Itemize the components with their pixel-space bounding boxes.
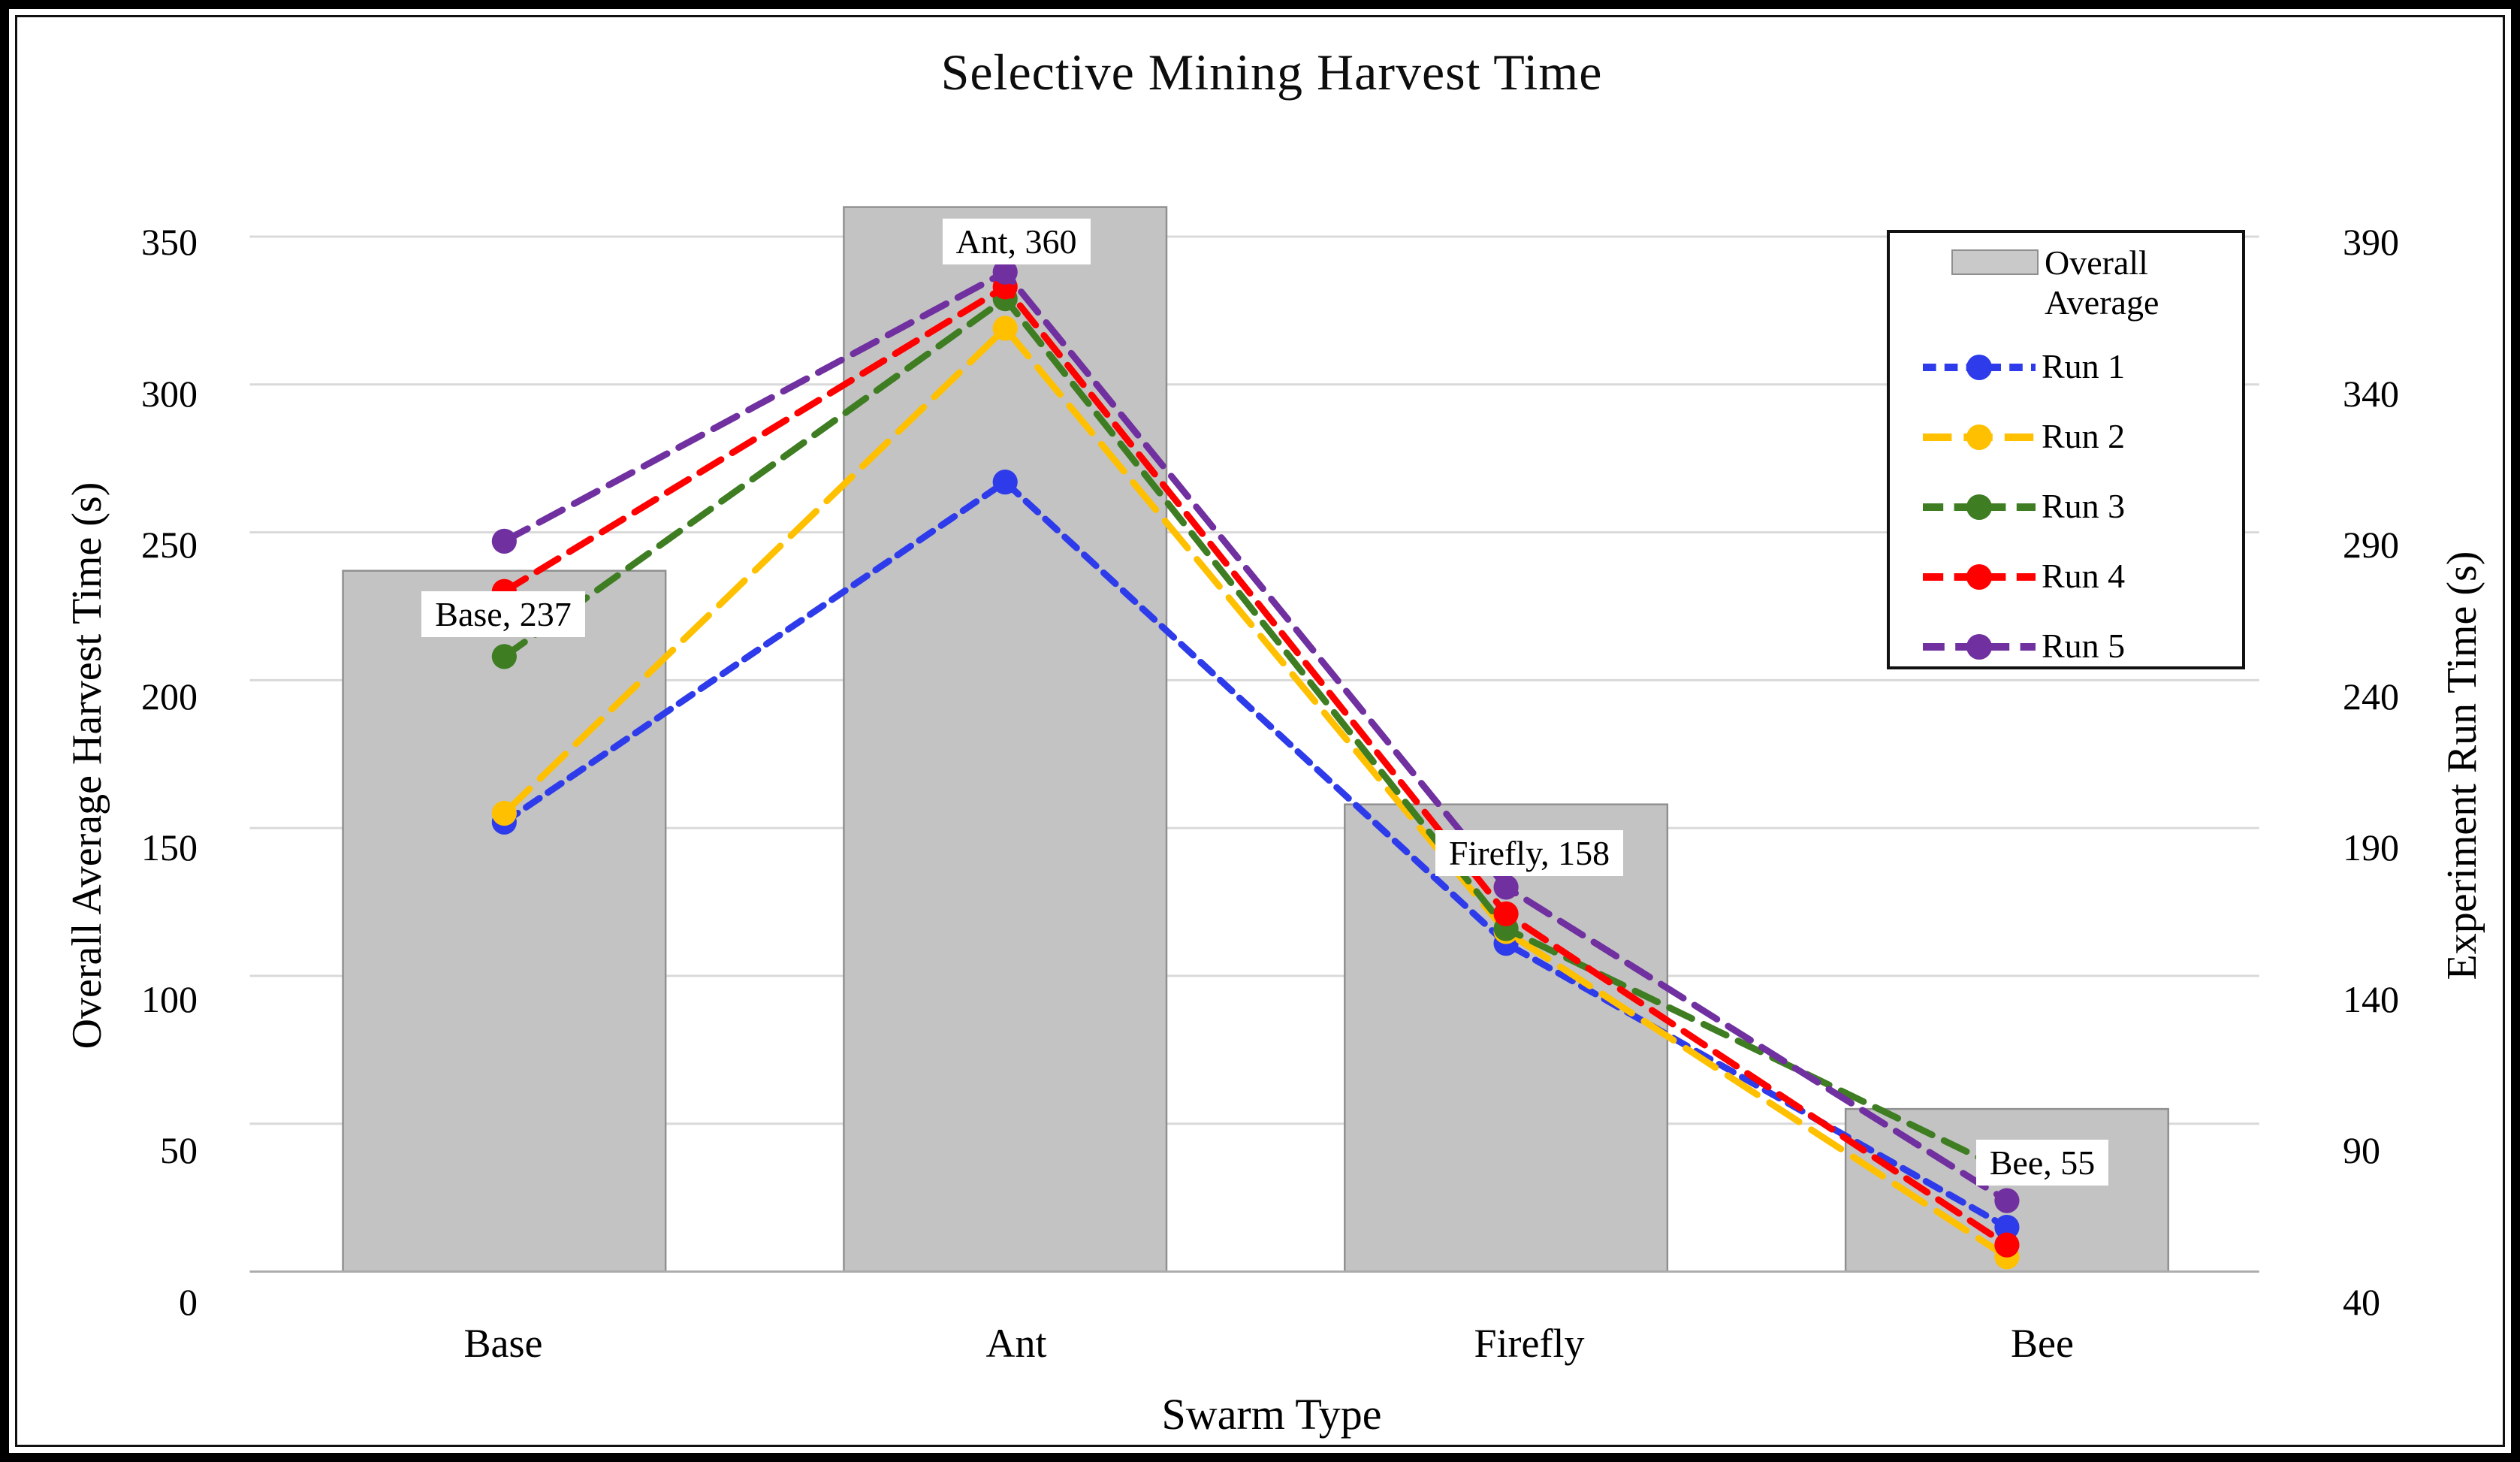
legend-marker (1966, 494, 1992, 520)
legend-marker (1966, 563, 1992, 590)
bar-ant (843, 206, 1168, 1273)
run-2-line (500, 323, 2011, 1261)
run-1-marker-ant (992, 470, 1018, 495)
legend-item-run-2: Run 2 (1890, 402, 2242, 472)
left-tick-0: 0 (179, 1281, 198, 1323)
right-tick-290: 290 (2343, 524, 2399, 566)
legend: Overall Average Run 1 Run 2 Run 3 Run 4 … (1887, 230, 2245, 669)
legend-label: Run 2 (2042, 417, 2126, 456)
right-axis-title: Experiment Run Time (s) (2439, 551, 2485, 980)
run-2-swatch (1923, 424, 2036, 450)
legend-marker (1966, 633, 1992, 660)
bar-base (342, 569, 667, 1273)
legend-item-run-5: Run 5 (1890, 612, 2242, 681)
legend-item-run-3: Run 3 (1890, 472, 2242, 542)
run-3-line (500, 294, 2011, 1175)
legend-item-run-4: Run 4 (1890, 542, 2242, 612)
legend-item-run-1: Run 1 (1890, 332, 2242, 402)
right-tick-40: 40 (2343, 1281, 2380, 1323)
legend-marker (1966, 354, 1992, 380)
run-2-marker-base (491, 800, 517, 826)
left-axis-title: Overall Average Harvest Time (s) (64, 482, 110, 1050)
left-tick-300: 300 (141, 373, 198, 415)
legend-label: Overall Average (2045, 243, 2159, 322)
run-4-swatch (1923, 563, 2036, 590)
x-label-ant: Ant (985, 1321, 1047, 1366)
chart-title: Selective Mining Harvest Time (940, 44, 1603, 101)
right-tick-340: 340 (2343, 373, 2399, 415)
run-5-marker-firefly (1493, 874, 1519, 900)
right-tick-190: 190 (2343, 826, 2399, 868)
data-label-ant: Ant, 360 (821, 219, 1212, 264)
data-label-firefly: Firefly, 158 (1334, 830, 1725, 876)
right-tick-390: 390 (2343, 221, 2399, 263)
legend-label: Run 1 (2042, 347, 2126, 386)
x-label-base: Base (463, 1321, 543, 1366)
plot-area (249, 206, 2259, 1273)
run-5-marker-bee (1994, 1188, 2020, 1213)
right-tick-90: 90 (2343, 1129, 2380, 1171)
left-tick-200: 200 (141, 675, 198, 717)
left-tick-250: 250 (141, 524, 198, 566)
left-tick-350: 350 (141, 221, 198, 263)
run-4-marker-firefly (1493, 901, 1519, 926)
data-label-bee: Bee, 55 (1847, 1140, 2238, 1186)
run-1-swatch (1923, 354, 2036, 380)
run-2-marker-ant (992, 316, 1018, 341)
legend-marker (1966, 424, 1992, 450)
run-1-marker-bee (1994, 1214, 2020, 1240)
x-axis-title: Swarm Type (1161, 1390, 1382, 1439)
right-tick-140: 140 (2343, 978, 2399, 1020)
run-5-line (500, 267, 2011, 1204)
run-3-marker-base (491, 644, 517, 669)
legend-label: Run 5 (2042, 627, 2126, 666)
x-label-firefly: Firefly (1474, 1321, 1585, 1366)
legend-label: Run 3 (2042, 487, 2126, 526)
overall-average-swatch (1951, 249, 2039, 275)
run-5-marker-ant (992, 259, 1018, 285)
left-tick-150: 150 (141, 826, 198, 868)
chart-border: Selective Mining Harvest Time 350 300 25… (15, 15, 2505, 1447)
run-5-marker-base (491, 528, 517, 554)
left-tick-50: 50 (160, 1129, 198, 1171)
right-tick-240: 240 (2343, 675, 2399, 717)
legend-label: Run 4 (2042, 557, 2126, 596)
left-tick-100: 100 (141, 978, 198, 1020)
run-4-marker-bee (1994, 1232, 2020, 1258)
run-5-swatch (1923, 633, 2036, 660)
run-3-swatch (1923, 494, 2036, 520)
x-label-bee: Bee (2011, 1321, 2074, 1366)
legend-item-overall-average: Overall Average (1890, 243, 2242, 332)
data-label-base: Base, 237 (308, 591, 699, 637)
run-1-line (500, 478, 2011, 1231)
run-4-line (500, 282, 2011, 1249)
